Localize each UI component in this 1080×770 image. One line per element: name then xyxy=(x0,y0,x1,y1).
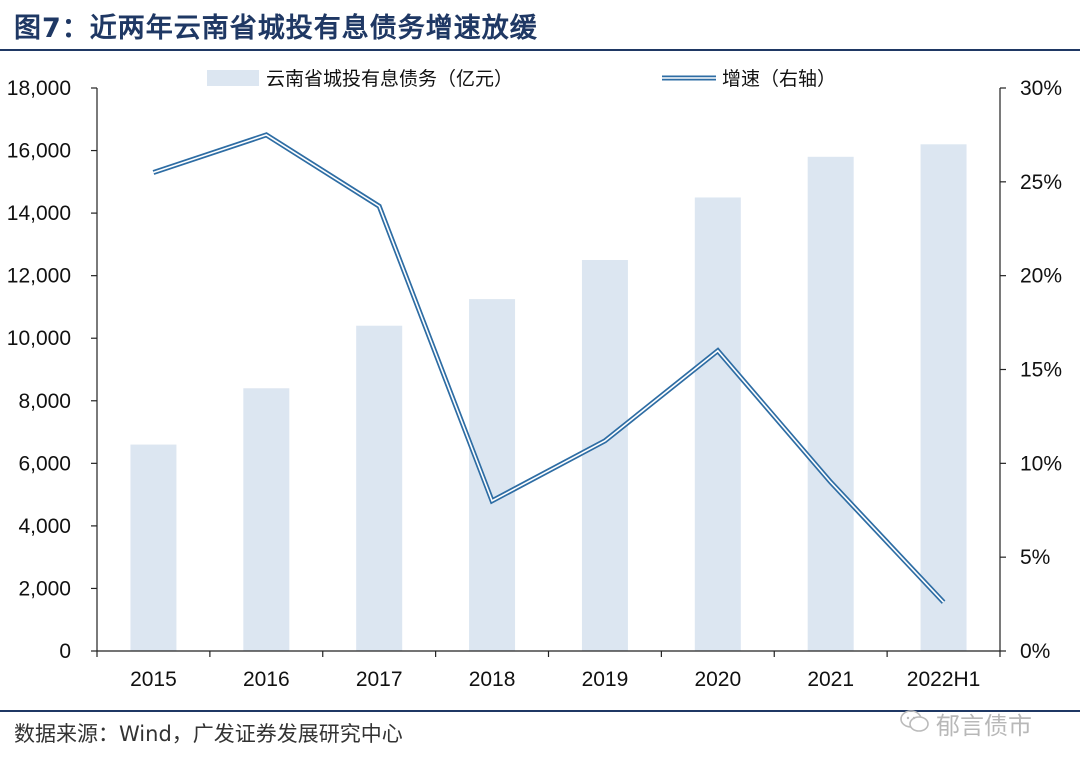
bar-2017 xyxy=(356,325,403,651)
left-axis-tick-label: 4,000 xyxy=(18,515,71,538)
right-axis-tick-label: 0% xyxy=(1020,640,1050,663)
source-note: 数据来源：Wind，广发证券发展研究中心 xyxy=(14,722,403,746)
chart-title: 图7：近两年云南省城投有息债务增速放缓 xyxy=(14,13,538,44)
left-axis-tick-label: 18,000 xyxy=(7,77,71,100)
bar-2021 xyxy=(807,156,854,652)
top-divider xyxy=(0,49,1080,51)
bar-2019 xyxy=(581,260,628,651)
chart-area: 云南省城投有息债务（亿元） 增速（右轴） 0 2,000 4,000 6,000 8,0… xyxy=(7,68,1062,691)
watermark-text: 郁言债市 xyxy=(936,712,1032,740)
growth-line-inner xyxy=(153,134,945,603)
axes-group xyxy=(91,87,1006,657)
right-axis-tick-label: 20% xyxy=(1020,265,1062,288)
left-axis-tick-label: 8,000 xyxy=(18,390,71,413)
x-axis-tick-label: 2022H1 xyxy=(907,668,981,691)
x-axis-tick-label: 2019 xyxy=(582,668,629,691)
legend: 云南省城投有息债务（亿元） 增速（右轴） xyxy=(207,68,836,90)
right-axis-tick-label: 30% xyxy=(1020,77,1062,100)
x-axis-tick-label: 2015 xyxy=(130,668,177,691)
x-axis-tick-label: 2018 xyxy=(469,668,516,691)
legend-line-label: 增速（右轴） xyxy=(722,68,836,90)
bar-2018 xyxy=(469,299,516,651)
bar-2020 xyxy=(694,197,741,651)
left-axis-tick-label: 0 xyxy=(59,640,71,663)
bars-group xyxy=(130,144,967,652)
legend-bar-swatch xyxy=(207,70,259,86)
bar-2022H1 xyxy=(920,144,967,652)
bar-2016 xyxy=(243,388,290,651)
left-axis-tick-label: 2,000 xyxy=(18,577,71,600)
x-axis-tick-label: 2021 xyxy=(807,668,854,691)
legend-bar-label: 云南省城投有息债务（亿元） xyxy=(266,68,513,90)
x-axis-tick-label: 2017 xyxy=(356,668,403,691)
right-axis-tick-label: 15% xyxy=(1020,359,1062,382)
tick-labels-group: 0 2,000 4,000 6,000 8,000 10,000 12,000 14,000 1… xyxy=(7,77,1062,691)
right-axis-tick-label: 25% xyxy=(1020,171,1062,194)
growth-line-group xyxy=(152,132,946,604)
right-axis-tick-label: 10% xyxy=(1020,452,1062,475)
bar-2015 xyxy=(130,444,177,651)
left-axis-tick-label: 14,000 xyxy=(7,202,71,225)
x-axis-tick-label: 2020 xyxy=(694,668,741,691)
left-axis-tick-label: 12,000 xyxy=(7,265,71,288)
wechat-icon xyxy=(900,709,930,739)
right-axis-tick-label: 5% xyxy=(1020,546,1050,569)
left-axis-tick-label: 10,000 xyxy=(7,327,71,350)
left-axis-tick-label: 16,000 xyxy=(7,140,71,163)
watermark: 郁言债市 xyxy=(900,706,1032,741)
left-axis-tick-label: 6,000 xyxy=(18,452,71,475)
x-axis-tick-label: 2016 xyxy=(243,668,290,691)
bottom-divider xyxy=(0,710,1080,712)
